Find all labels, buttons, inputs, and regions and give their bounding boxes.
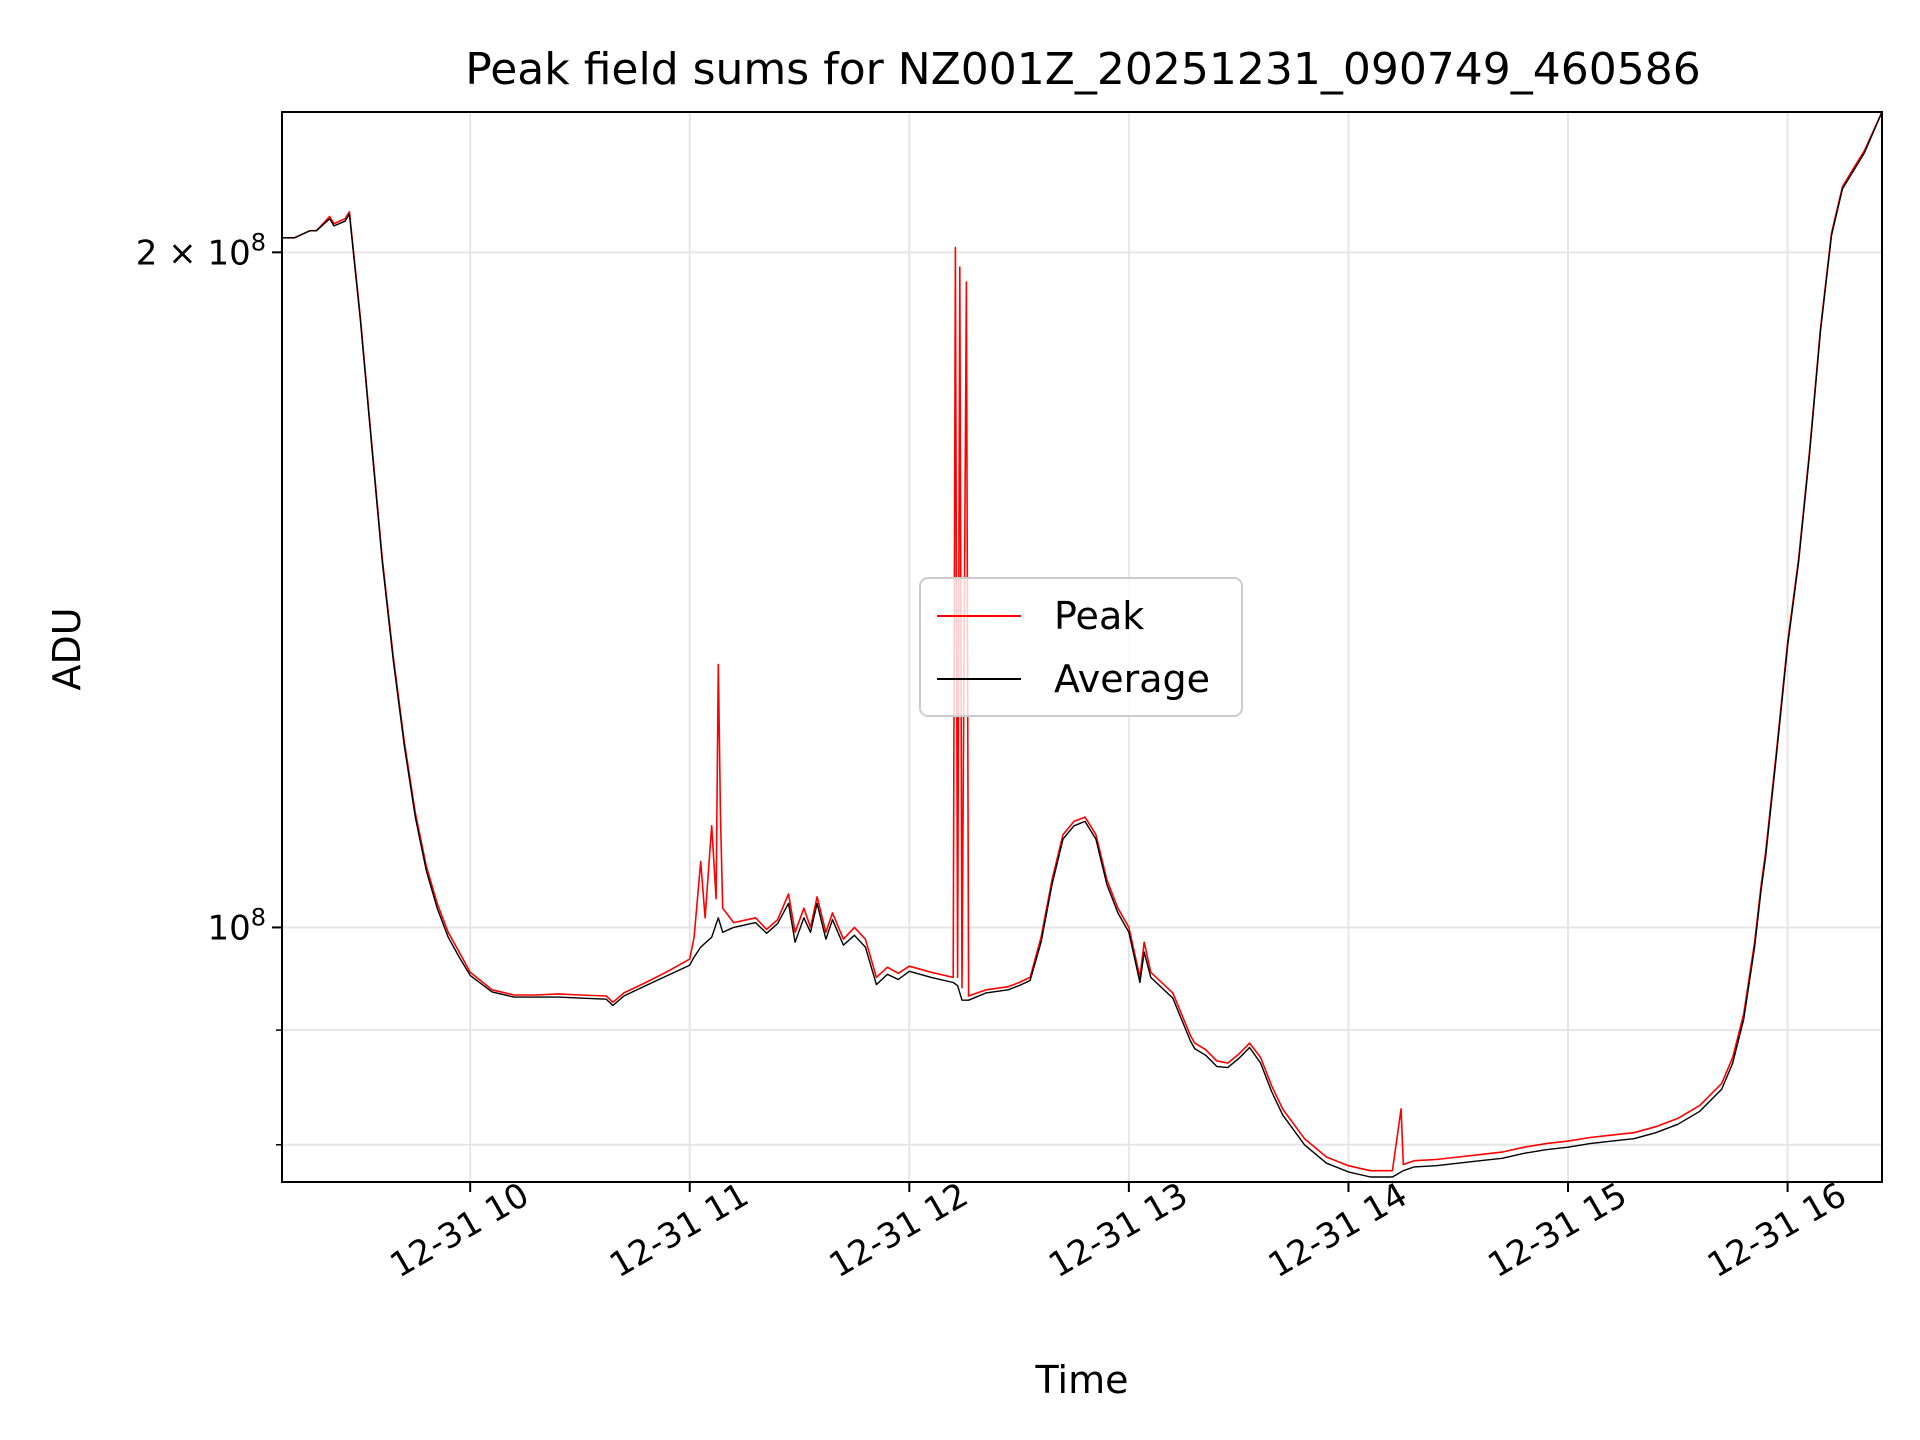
y-tick-label-0: 108 bbox=[207, 903, 266, 948]
y-tick-label-1: 2 × 108 bbox=[136, 228, 266, 273]
plot-frame bbox=[281, 111, 1883, 1183]
series-group bbox=[282, 112, 1882, 1178]
legend: Peak Average bbox=[919, 577, 1243, 717]
grid bbox=[282, 112, 1882, 1182]
legend-box bbox=[919, 577, 1243, 717]
series-line-peak bbox=[282, 112, 1882, 1172]
chart-title: Peak field sums for NZ001Z_20251231_0907… bbox=[465, 44, 1701, 95]
legend-label-average: Average bbox=[1054, 657, 1210, 701]
y-axis: 108 2 × 108 bbox=[136, 228, 282, 1146]
series-line-average bbox=[282, 112, 1882, 1178]
x-axis-label: Time bbox=[1035, 1358, 1129, 1402]
y-axis-label: ADU bbox=[45, 607, 89, 690]
legend-label-peak: Peak bbox=[1054, 594, 1144, 638]
